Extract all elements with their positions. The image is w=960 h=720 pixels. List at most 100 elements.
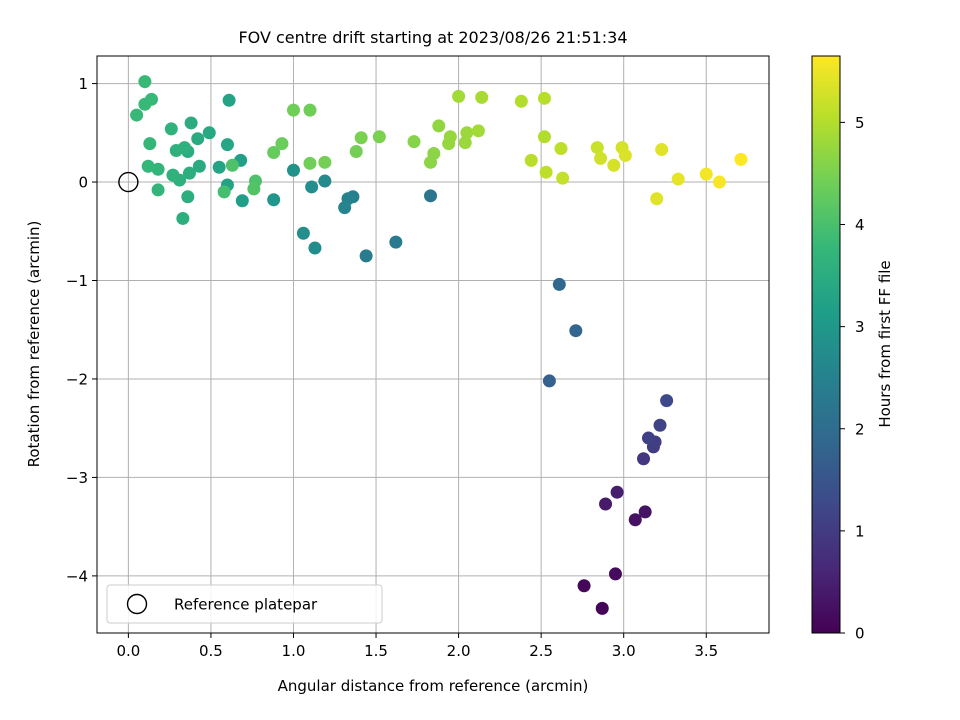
data-point <box>318 155 332 169</box>
legend: Reference platepar <box>106 584 383 624</box>
legend-box <box>106 584 383 624</box>
data-point <box>653 418 667 432</box>
colorbar-tick-label: 0 <box>855 625 865 643</box>
legend-marker <box>126 593 148 615</box>
y-tick-label: −1 <box>66 272 88 290</box>
y-tick-label: −3 <box>66 469 88 487</box>
x-tick-label: 0.0 <box>116 642 140 660</box>
data-point <box>338 201 352 215</box>
legend-entry-reference-platepar: Reference platepar <box>174 596 318 614</box>
data-point <box>628 513 642 527</box>
data-point <box>286 163 300 177</box>
data-point <box>217 185 231 199</box>
data-point <box>267 193 281 207</box>
data-point <box>537 130 551 144</box>
x-tick-label: 1.5 <box>364 642 388 660</box>
data-point <box>641 431 655 445</box>
colorbar-tick-label: 4 <box>855 216 865 234</box>
y-axis-label: Rotation from reference (arcmin) <box>25 221 43 468</box>
data-points <box>130 75 748 615</box>
data-point <box>671 172 685 186</box>
data-point <box>577 579 591 593</box>
x-tick-label: 2.0 <box>447 642 471 660</box>
x-tick-label: 0.5 <box>199 642 223 660</box>
data-point <box>220 138 234 152</box>
data-point <box>660 394 674 408</box>
data-point <box>151 162 165 176</box>
grid-lines <box>97 56 769 633</box>
data-point <box>303 103 317 117</box>
data-point <box>638 505 652 519</box>
data-point <box>192 159 206 173</box>
data-point <box>542 374 556 388</box>
data-point <box>608 567 622 581</box>
data-point <box>143 137 157 151</box>
colorbar-gradient <box>811 55 841 634</box>
data-point <box>138 97 152 111</box>
plot-frame <box>96 55 770 634</box>
data-point <box>637 452 651 466</box>
data-point <box>595 601 609 615</box>
data-point <box>537 91 551 105</box>
data-point <box>164 122 178 136</box>
data-point <box>471 124 485 138</box>
data-point <box>267 145 281 159</box>
data-point <box>514 94 528 108</box>
data-point <box>556 171 570 185</box>
data-point <box>424 189 438 203</box>
colorbar-label: Hours from first FF file <box>876 260 894 427</box>
reference-platepar-marker <box>118 171 139 193</box>
data-point <box>554 142 568 156</box>
data-point <box>569 324 583 338</box>
data-point <box>443 130 457 144</box>
x-tick-label: 2.5 <box>529 642 553 660</box>
data-point <box>389 235 403 249</box>
data-point <box>169 144 183 158</box>
data-point <box>166 168 180 182</box>
data-point <box>286 103 300 117</box>
data-point <box>181 190 195 204</box>
data-point <box>275 137 289 151</box>
data-point <box>452 89 466 103</box>
data-point <box>475 90 489 104</box>
x-axis-ticks: 0.0 0.5 1.0 1.5 2.0 2.5 3.0 3.5 <box>116 633 718 660</box>
data-point <box>303 156 317 170</box>
data-point <box>427 146 441 160</box>
colorbar-tick-label: 1 <box>855 522 865 540</box>
data-point <box>607 158 621 172</box>
data-point <box>176 211 190 225</box>
data-point <box>590 141 604 155</box>
data-point <box>372 130 386 144</box>
data-point <box>524 153 538 167</box>
data-point <box>191 132 205 146</box>
data-point <box>618 148 632 162</box>
colorbar-tick-label: 5 <box>855 114 865 132</box>
data-point <box>699 167 713 181</box>
data-point <box>202 126 216 140</box>
colorbar-tick-label: 2 <box>855 420 865 438</box>
data-point <box>151 183 165 197</box>
data-point <box>458 136 472 150</box>
data-point <box>308 241 322 255</box>
data-point <box>712 175 726 189</box>
data-point <box>141 159 155 173</box>
data-point <box>432 119 446 133</box>
y-tick-label: −2 <box>66 370 88 388</box>
data-point <box>460 126 474 140</box>
x-tick-label: 1.0 <box>282 642 306 660</box>
data-point <box>655 143 669 157</box>
data-point <box>296 226 310 240</box>
y-axis-ticks: −4 −3 −2 −1 0 1 <box>66 75 97 585</box>
data-point <box>349 145 363 159</box>
x-tick-label: 3.0 <box>612 642 636 660</box>
data-point <box>734 152 748 166</box>
chart-title: FOV centre drift starting at 2023/08/26 … <box>238 28 627 47</box>
data-point <box>182 166 196 180</box>
data-point <box>552 277 566 291</box>
data-point <box>138 75 152 89</box>
colorbar: 0 1 2 3 4 5 Hours from first FF file <box>811 55 894 643</box>
y-tick-label: 0 <box>78 174 88 192</box>
data-point <box>305 180 319 194</box>
data-point <box>212 160 226 174</box>
